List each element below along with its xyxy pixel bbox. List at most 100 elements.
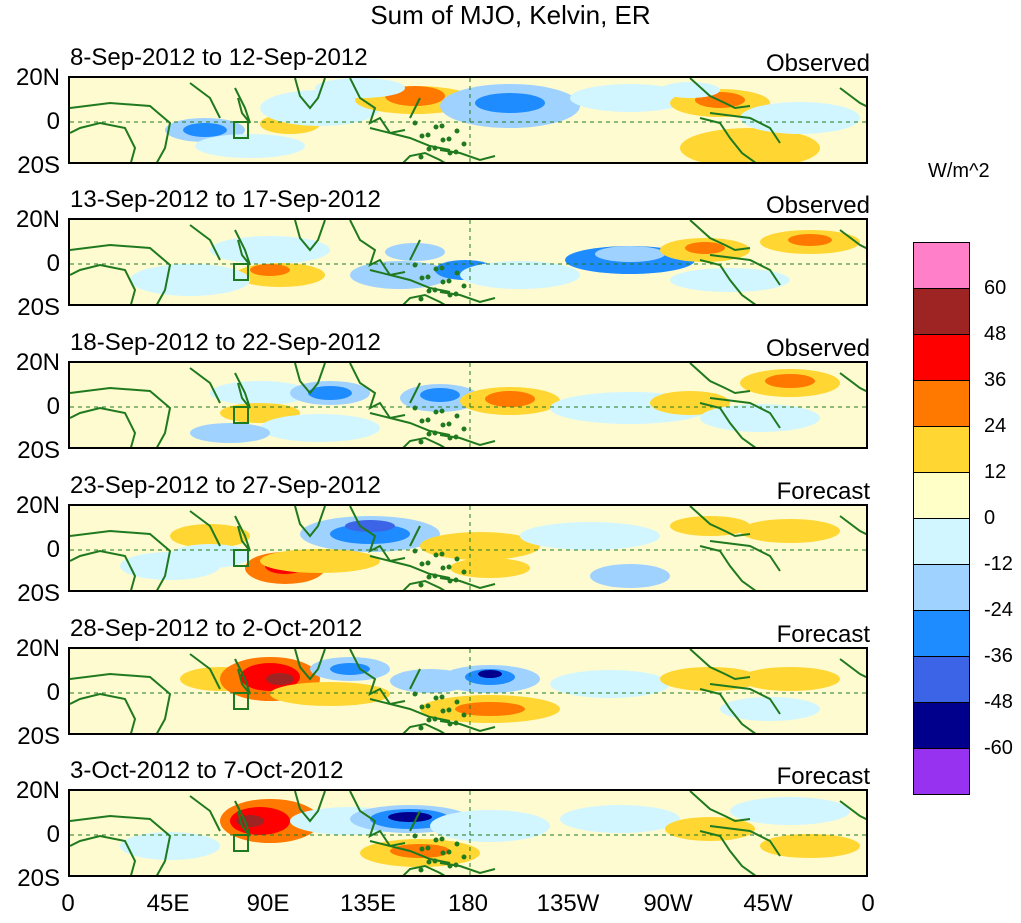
coast-path <box>349 363 451 436</box>
colorbar-segment <box>913 472 970 519</box>
map-contours <box>70 649 866 733</box>
anomaly-contour <box>740 519 840 543</box>
island <box>461 141 467 147</box>
anomaly-contour <box>685 242 725 254</box>
latitude-label: 20N <box>15 492 60 519</box>
coast-path <box>294 791 326 823</box>
anomaly-contour <box>765 374 815 388</box>
coast-path <box>369 840 406 848</box>
island <box>461 426 467 432</box>
coast-path <box>349 506 451 579</box>
coast-path <box>70 692 137 733</box>
anomaly-contour <box>266 673 294 685</box>
longitude-label: 135E <box>339 890 397 917</box>
island <box>426 574 432 580</box>
map-contours <box>70 506 866 590</box>
coast-path <box>294 220 326 252</box>
anomaly-contour <box>560 805 680 833</box>
anomaly-contour <box>760 834 860 858</box>
coast-path <box>70 406 137 447</box>
coast-path <box>349 220 451 293</box>
island <box>447 863 453 869</box>
anomaly-contour <box>120 832 220 860</box>
anomaly-contour <box>520 522 660 550</box>
coast-path <box>409 525 421 547</box>
island <box>447 150 453 156</box>
coast-path <box>234 658 251 695</box>
coast-path <box>234 229 251 266</box>
anomaly-contour <box>680 128 820 162</box>
coast-path <box>189 367 221 404</box>
coast-path <box>294 649 326 681</box>
anomaly-contour <box>455 702 525 716</box>
coast-path <box>70 101 172 162</box>
island <box>418 296 424 302</box>
coast-path <box>689 791 751 823</box>
coast-path <box>839 229 866 250</box>
anomaly-contour <box>660 82 720 98</box>
latitude-label: 20S <box>17 580 60 607</box>
island <box>433 837 439 843</box>
panel-date-range: 18-Sep-2012 to 22-Sep-2012 <box>70 329 381 356</box>
coast-path <box>689 220 751 252</box>
island <box>454 841 460 847</box>
anomaly-contour <box>485 391 535 407</box>
map-panel <box>68 361 868 449</box>
panel-status: Forecast <box>776 478 870 505</box>
coast-path <box>699 259 757 304</box>
coast-path <box>409 382 421 404</box>
coast-path <box>234 87 251 124</box>
latitude-label: 20S <box>17 294 60 321</box>
island <box>454 556 460 562</box>
island <box>418 867 424 873</box>
coast-path <box>294 78 326 110</box>
coast-path <box>70 672 172 733</box>
colorbar-label: 48 <box>984 323 1007 345</box>
island <box>418 439 424 445</box>
island <box>439 694 445 700</box>
latitude-label: 0 <box>46 536 60 563</box>
anomaly-contour <box>260 549 380 573</box>
panel-status: Observed <box>765 335 870 362</box>
coast-path <box>709 254 781 286</box>
coast-path <box>402 864 446 875</box>
colorbar-label: -36 <box>984 645 1013 667</box>
coast-path <box>294 506 326 538</box>
anomaly-contour <box>315 78 405 98</box>
anomaly-contour <box>720 697 820 721</box>
coast-path <box>689 649 751 681</box>
longitude-label: 90E <box>246 890 290 917</box>
island <box>419 561 425 567</box>
coast-path <box>70 121 137 162</box>
island <box>439 265 445 271</box>
colorbar-segment <box>913 380 970 427</box>
coast-path <box>699 402 757 447</box>
coast-path <box>369 555 406 563</box>
island <box>446 278 452 284</box>
coast-path <box>709 683 781 715</box>
coast-path <box>70 263 137 304</box>
anomaly-contour <box>120 552 220 580</box>
panel-status: Forecast <box>776 763 870 790</box>
latitude-label: 0 <box>46 393 60 420</box>
anomaly-contour <box>260 90 380 126</box>
anomaly-contour <box>210 381 310 405</box>
latitude-label: 20N <box>15 777 60 804</box>
colorbar-segment <box>913 518 970 565</box>
island <box>432 287 438 293</box>
colorbar-segment <box>913 656 970 703</box>
island <box>419 133 425 139</box>
island <box>419 704 425 710</box>
anomaly-contour <box>260 414 380 442</box>
longitude-label: 180 <box>447 890 489 917</box>
anomaly-contour <box>420 532 540 560</box>
island <box>433 266 439 272</box>
island <box>447 578 453 584</box>
anomaly-contour <box>460 261 580 289</box>
map-panel <box>68 76 868 164</box>
island <box>454 270 460 276</box>
island <box>453 149 459 155</box>
map-panel <box>68 504 868 592</box>
latitude-label: 20N <box>15 349 60 376</box>
coast-path <box>70 529 172 590</box>
